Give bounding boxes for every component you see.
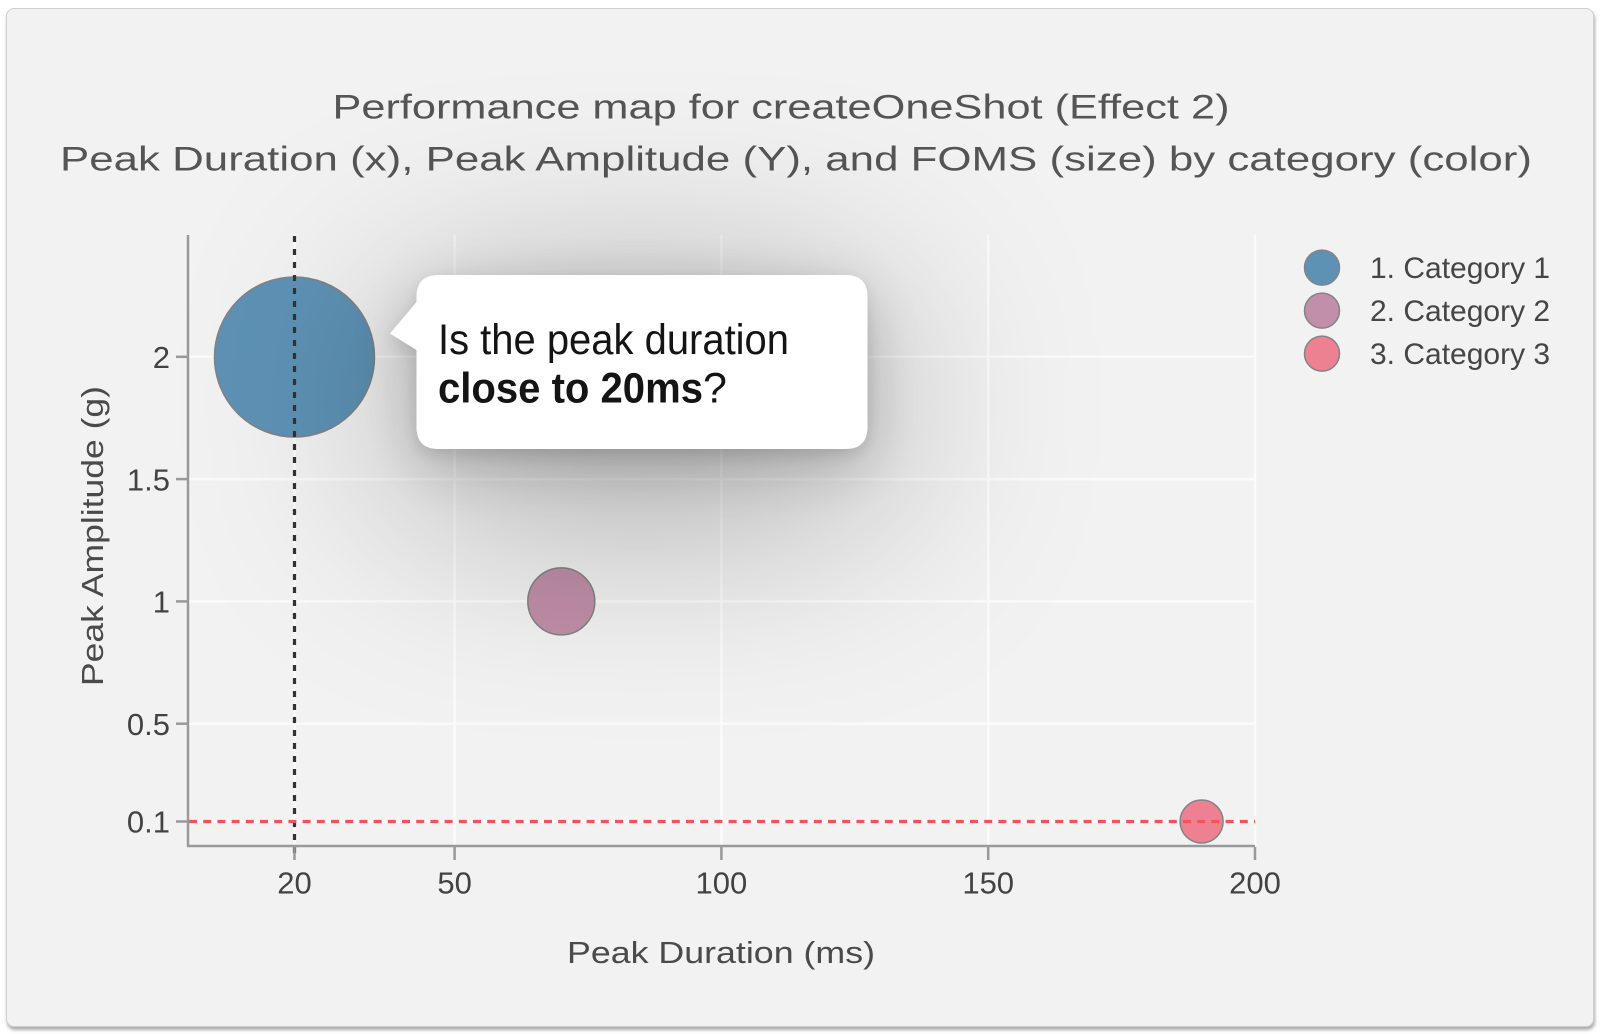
- svg-text:Is the peak duration: Is the peak duration: [438, 316, 789, 364]
- svg-text:100: 100: [696, 866, 748, 901]
- svg-text:200: 200: [1229, 866, 1281, 901]
- svg-text:close to 20ms?: close to 20ms?: [438, 364, 727, 412]
- svg-text:50: 50: [437, 866, 471, 901]
- svg-text:2. Category 2: 2. Category 2: [1370, 295, 1550, 328]
- svg-text:Peak Amplitude (g): Peak Amplitude (g): [75, 386, 110, 686]
- svg-text:0.1: 0.1: [127, 805, 170, 840]
- svg-text:20: 20: [277, 866, 311, 901]
- svg-text:3. Category 3: 3. Category 3: [1370, 338, 1550, 371]
- svg-text:2: 2: [153, 340, 170, 375]
- svg-text:1.5: 1.5: [127, 462, 170, 497]
- svg-text:1: 1: [153, 585, 170, 620]
- svg-text:Peak Duration (x), Peak Amplit: Peak Duration (x), Peak Amplitude (Y), a…: [60, 141, 1532, 179]
- svg-text:Performance map for createOneS: Performance map for createOneShot (Effec…: [333, 89, 1230, 127]
- svg-text:150: 150: [962, 866, 1014, 901]
- svg-text:0.5: 0.5: [127, 707, 170, 742]
- svg-text:Peak Duration (ms): Peak Duration (ms): [567, 935, 875, 970]
- svg-text:1. Category 1: 1. Category 1: [1370, 252, 1550, 285]
